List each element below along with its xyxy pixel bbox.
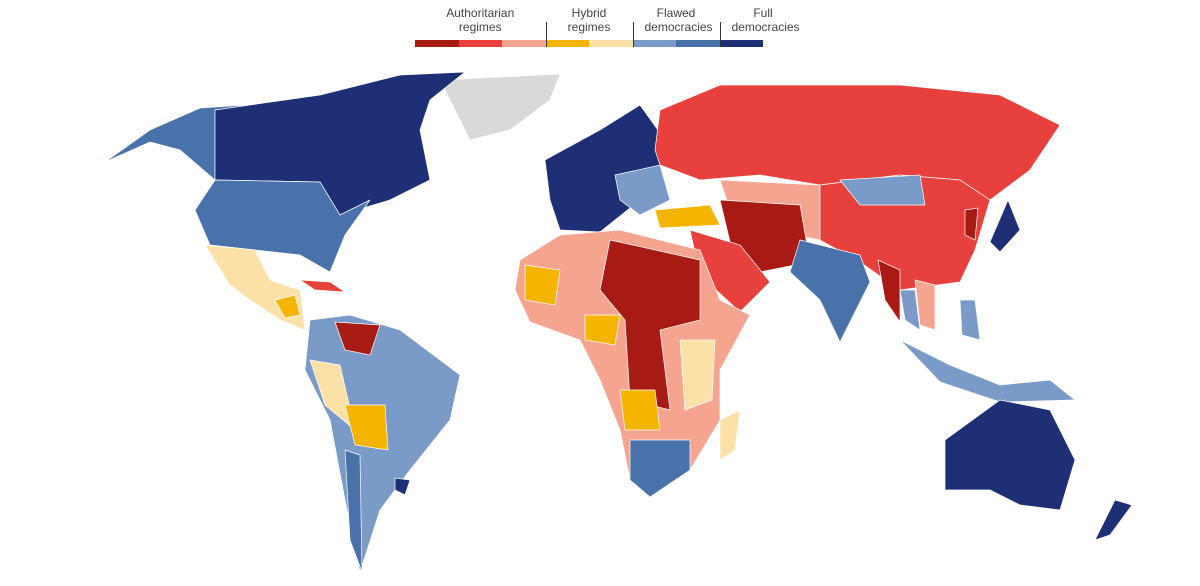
legend-label: Authoritarian regimes	[446, 6, 515, 34]
legend-label: Flawed democracies	[644, 6, 713, 34]
japan	[989, 199, 1021, 253]
philippines	[959, 299, 981, 341]
greenland	[439, 73, 561, 141]
legend-swatch	[545, 40, 589, 47]
angola	[619, 389, 661, 431]
legend-group: Full democracies	[719, 6, 807, 48]
uruguay	[394, 477, 411, 496]
turkey	[654, 204, 721, 229]
central-america	[274, 294, 301, 319]
venezuela	[334, 321, 381, 356]
vietnam	[914, 279, 936, 331]
legend-swatch	[502, 40, 546, 47]
new-zealand	[1094, 499, 1133, 541]
mongolia	[839, 174, 926, 206]
legend-separator	[545, 22, 547, 47]
thailand	[899, 289, 921, 331]
east-europe	[614, 164, 671, 216]
chile-argentina	[344, 449, 363, 573]
legend-swatch	[632, 40, 676, 47]
legend-group: Flawed democracies	[632, 6, 720, 48]
legend-swatch	[719, 40, 763, 47]
southern-africa	[629, 439, 691, 498]
legend-swatch	[458, 40, 502, 47]
legend-separator	[632, 22, 634, 47]
legend-swatch	[676, 40, 720, 47]
bolivia	[344, 404, 389, 451]
legend-swatch	[415, 40, 459, 47]
legend-group: Hybrid regimes	[545, 6, 633, 48]
legend-label: Full democracies	[731, 6, 800, 34]
west-africa	[524, 264, 561, 306]
cuba	[298, 279, 347, 293]
legend-swatch	[589, 40, 633, 47]
madagascar	[719, 409, 741, 461]
legend-label: Hybrid regimes	[567, 6, 611, 34]
myanmar	[877, 259, 901, 324]
india	[789, 239, 871, 343]
legend-separator	[719, 22, 721, 47]
australia	[944, 399, 1076, 511]
central-africa	[599, 239, 701, 411]
korea	[964, 207, 979, 241]
indonesia	[899, 339, 1076, 403]
nigeria	[584, 314, 621, 346]
east-africa	[679, 339, 716, 411]
usa	[194, 179, 371, 273]
legend-group: Authoritarian regimes	[415, 6, 546, 48]
